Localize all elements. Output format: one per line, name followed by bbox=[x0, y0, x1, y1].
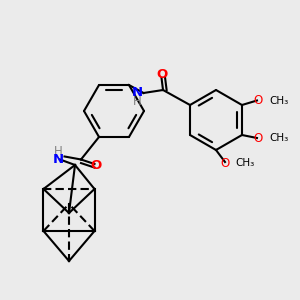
Text: N: N bbox=[132, 86, 143, 100]
Text: O: O bbox=[254, 131, 263, 145]
Text: H: H bbox=[54, 146, 63, 158]
Text: CH₃: CH₃ bbox=[236, 158, 255, 169]
Text: O: O bbox=[90, 159, 102, 172]
Text: H: H bbox=[133, 95, 142, 108]
Text: N: N bbox=[53, 153, 64, 166]
Text: CH₃: CH₃ bbox=[269, 95, 288, 106]
Text: CH₃: CH₃ bbox=[269, 133, 288, 143]
Text: O: O bbox=[220, 157, 230, 170]
Text: O: O bbox=[254, 94, 263, 107]
Text: O: O bbox=[156, 68, 167, 82]
